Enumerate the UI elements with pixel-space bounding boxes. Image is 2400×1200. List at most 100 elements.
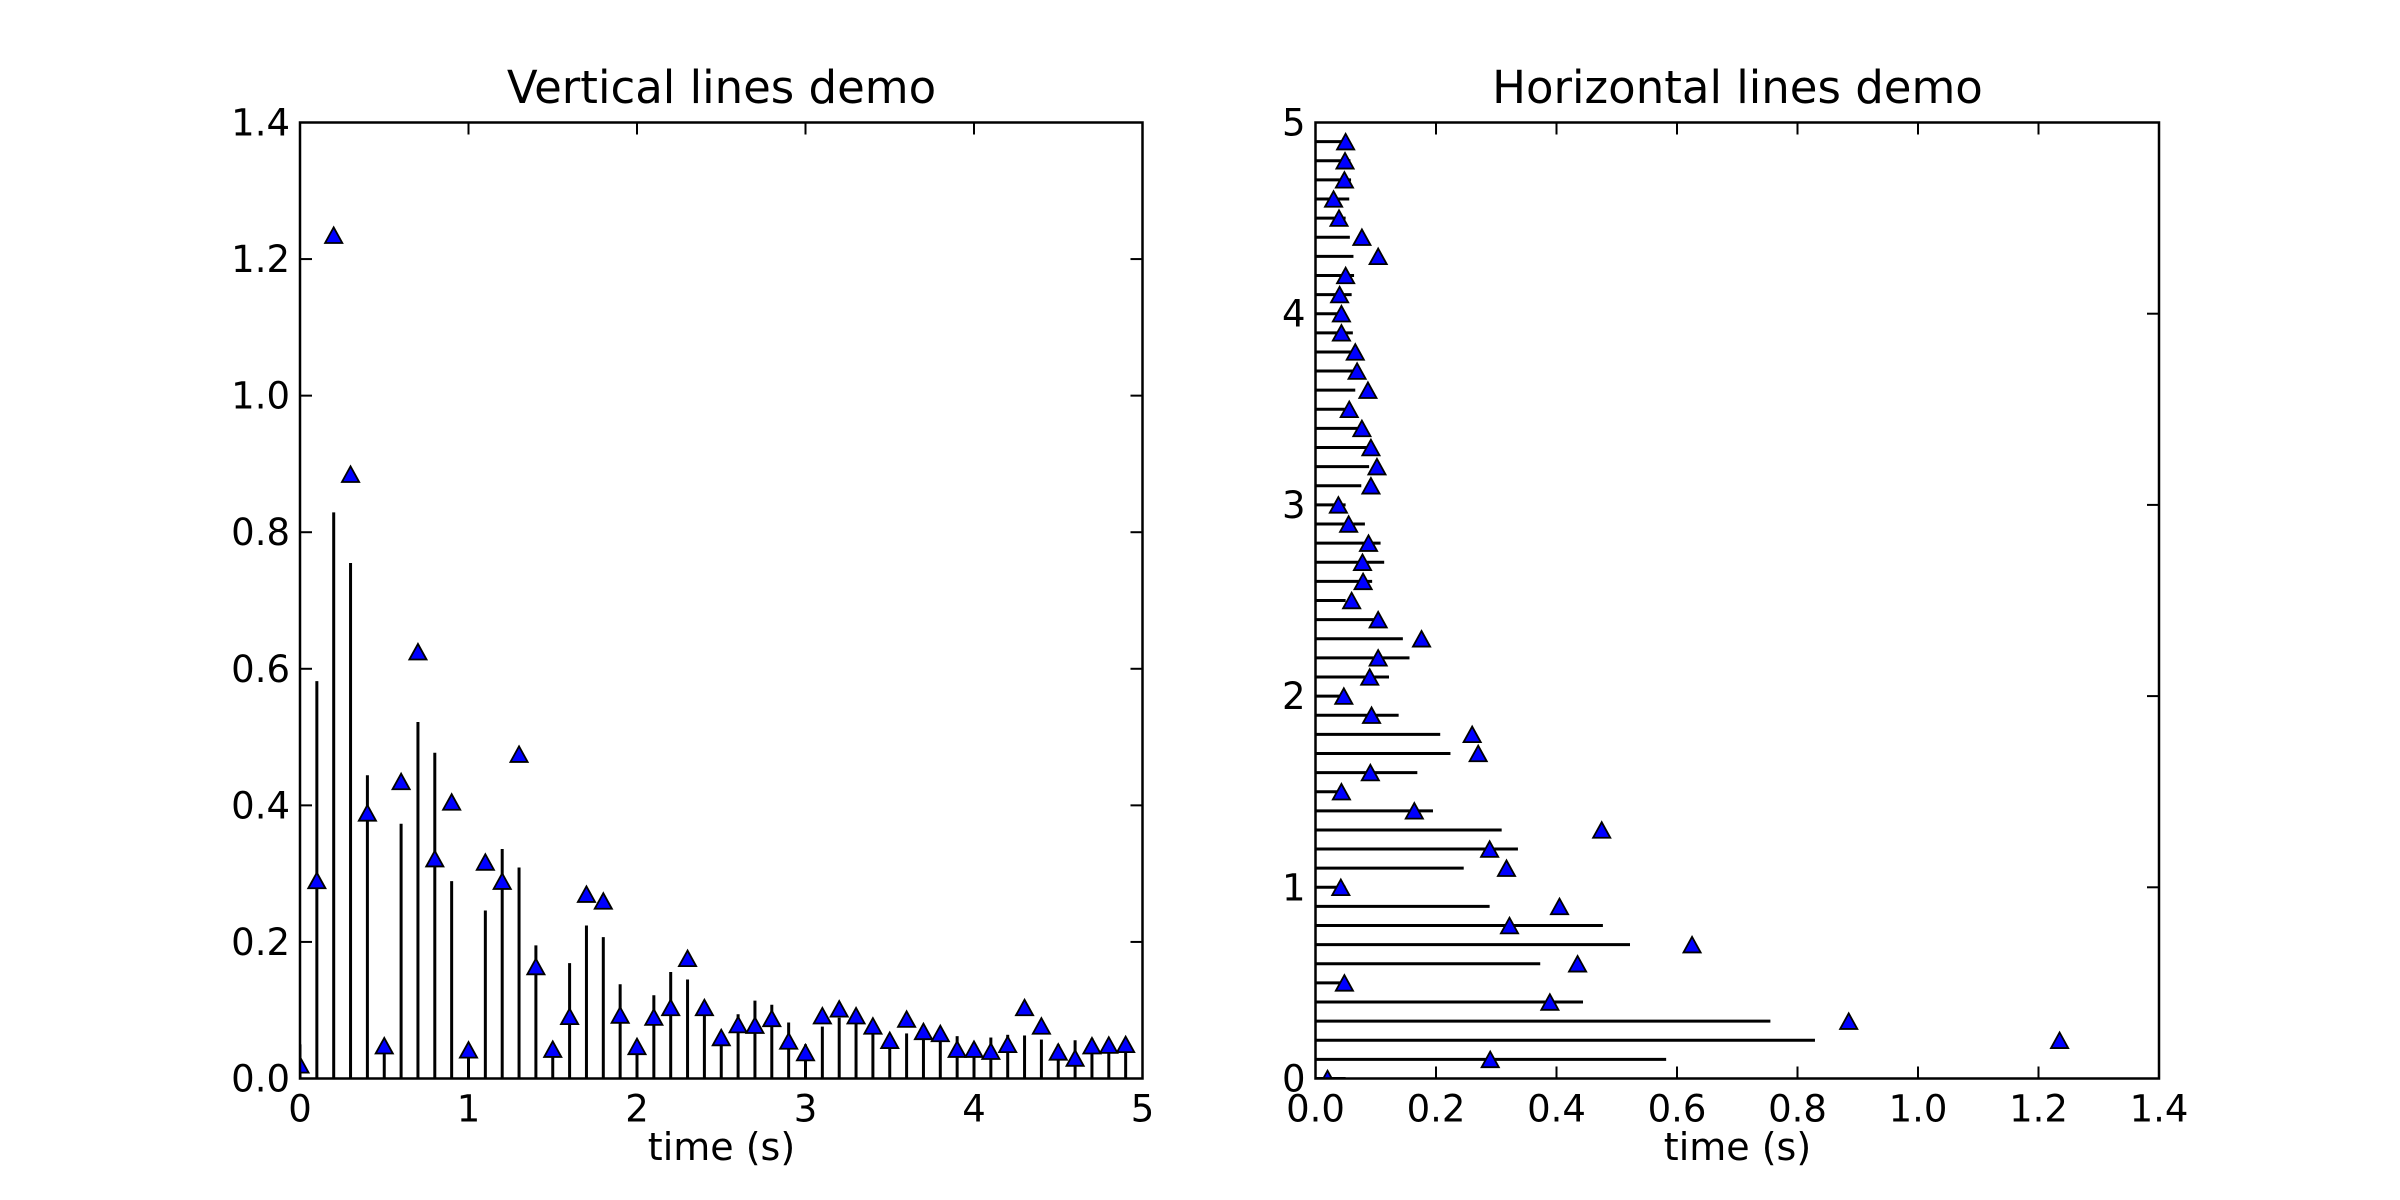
data-marker-triangle (559, 1006, 580, 1026)
y-tick-label: 1.4 (231, 102, 290, 145)
data-marker-triangle (1064, 1048, 1086, 1067)
data-marker-triangle (896, 1009, 917, 1028)
right-plot-title: Horizontal lines demo (1492, 61, 1983, 114)
data-marker-triangle (1480, 1049, 1501, 1069)
x-tick-label: 0 (288, 1088, 312, 1131)
data-marker-triangle (1328, 208, 1350, 227)
x-tick-label: 1.4 (2130, 1088, 2189, 1131)
data-marker-triangle (1334, 973, 1355, 992)
data-marker-triangle (626, 1036, 648, 1056)
data-marker-triangle (1351, 227, 1373, 246)
data-marker-triangle (1081, 1036, 1103, 1055)
y-tick-label: 1.2 (231, 238, 290, 281)
data-marker-triangle (357, 803, 378, 822)
x-tick-label: 0.4 (1527, 1088, 1586, 1131)
data-marker-triangle (1366, 456, 1388, 476)
right-plot-xlabel: time (s) (1663, 1125, 1812, 1169)
axes-frame (1314, 121, 2161, 1080)
data-marker-triangle (374, 1036, 395, 1055)
data-marker-triangle (1352, 552, 1373, 571)
left-plot-title: Vertical lines demo (506, 61, 937, 114)
data-marker-triangle (677, 948, 698, 968)
data-marker-triangle (812, 1006, 833, 1025)
data-marker-triangle (1338, 514, 1359, 533)
y-tick-label: 0 (1282, 1058, 1306, 1101)
data-marker-triangle (1404, 801, 1425, 820)
data-marker-triangle (1014, 997, 1035, 1017)
data-marker-triangle (1333, 686, 1354, 705)
data-marker-triangle (643, 1007, 664, 1026)
y-tick-label: 0.0 (231, 1058, 290, 1101)
data-marker-triangle (441, 792, 462, 811)
data-marker-triangle (997, 1034, 1018, 1054)
data-marker-triangle (845, 1006, 867, 1025)
data-marker-triangle (1048, 1042, 1069, 1061)
data-marker-triangle (1479, 839, 1500, 858)
data-marker-triangle (761, 1008, 782, 1028)
data-marker-triangle (542, 1039, 563, 1058)
data-marker-triangle (1359, 667, 1380, 686)
x-ticks-group (299, 122, 1144, 1079)
data-marker-triangle (1361, 705, 1382, 724)
x-tick-label: 0.2 (1407, 1088, 1466, 1131)
data-marker-triangle (862, 1016, 884, 1035)
data-marker-triangle (1567, 954, 1588, 973)
data-marker-triangle (778, 1031, 799, 1050)
data-marker-triangle (980, 1041, 1001, 1060)
data-marker-triangle (1368, 609, 1389, 629)
data-marker-triangle (1352, 571, 1374, 591)
markers-group (300, 225, 1136, 1074)
x-tick-label: 1.0 (1889, 1088, 1948, 1131)
data-marker-triangle (1098, 1035, 1119, 1054)
y-tick-label: 5 (1282, 102, 1306, 145)
x-tick-label: 5 (1131, 1088, 1155, 1131)
stem-lines-group (1315, 140, 1815, 1079)
y-tick-label: 0.6 (231, 648, 290, 691)
data-marker-triangle (492, 871, 513, 890)
data-marker-triangle (727, 1014, 749, 1034)
data-marker-triangle (1838, 1011, 1859, 1030)
data-marker-triangle (1351, 418, 1373, 438)
data-marker-triangle (458, 1040, 479, 1059)
data-marker-triangle (829, 999, 850, 1018)
horizontal-lines-plot: 0.0 0.2 0.4 0.6 0.8 1.0 1.2 1.4 0 1 2 3 4 5 (1282, 102, 2188, 1131)
data-marker-triangle (508, 744, 530, 763)
y-tick-label: 0.4 (231, 784, 290, 827)
data-marker-triangle (300, 1055, 311, 1074)
data-marker-triangle (711, 1027, 732, 1047)
data-marker-triangle (1499, 915, 1520, 935)
y-tick-label: 3 (1282, 484, 1306, 527)
data-marker-triangle (1468, 743, 1489, 763)
data-marker-triangle (593, 891, 614, 910)
data-marker-triangle (610, 1005, 631, 1024)
data-marker-triangle (1358, 533, 1379, 552)
x-tick-label: 1.2 (2009, 1088, 2068, 1131)
data-marker-triangle (1411, 629, 1432, 648)
data-marker-triangle (1331, 782, 1352, 801)
data-marker-triangle (1368, 648, 1389, 667)
data-marker-triangle (660, 997, 681, 1017)
y-tick-labels-group: 0.0 0.2 0.4 0.6 0.8 1.0 1.2 1.4 (231, 102, 290, 1101)
data-marker-triangle (576, 884, 597, 903)
data-marker-triangle (1539, 992, 1560, 1011)
y-tick-labels-group: 0 1 2 3 4 5 (1282, 102, 1306, 1101)
data-marker-triangle (1328, 495, 1349, 514)
stem-lines-group (300, 512, 1128, 1079)
x-tick-label: 4 (962, 1088, 986, 1131)
data-marker-triangle (930, 1023, 951, 1043)
data-marker-triangle (1496, 858, 1517, 877)
x-tick-label: 0.8 (1768, 1088, 1827, 1131)
data-marker-triangle (1339, 399, 1360, 418)
data-marker-triangle (1368, 246, 1389, 266)
data-marker-triangle (323, 225, 344, 244)
data-marker-triangle (947, 1039, 968, 1058)
data-marker-triangle (424, 848, 445, 868)
data-marker-triangle (1360, 437, 1382, 457)
data-marker-triangle (1462, 724, 1483, 744)
axes-frame (298, 121, 1144, 1080)
data-marker-triangle (1331, 304, 1352, 323)
data-marker-triangle (1335, 265, 1356, 285)
data-marker-triangle (1031, 1016, 1052, 1035)
